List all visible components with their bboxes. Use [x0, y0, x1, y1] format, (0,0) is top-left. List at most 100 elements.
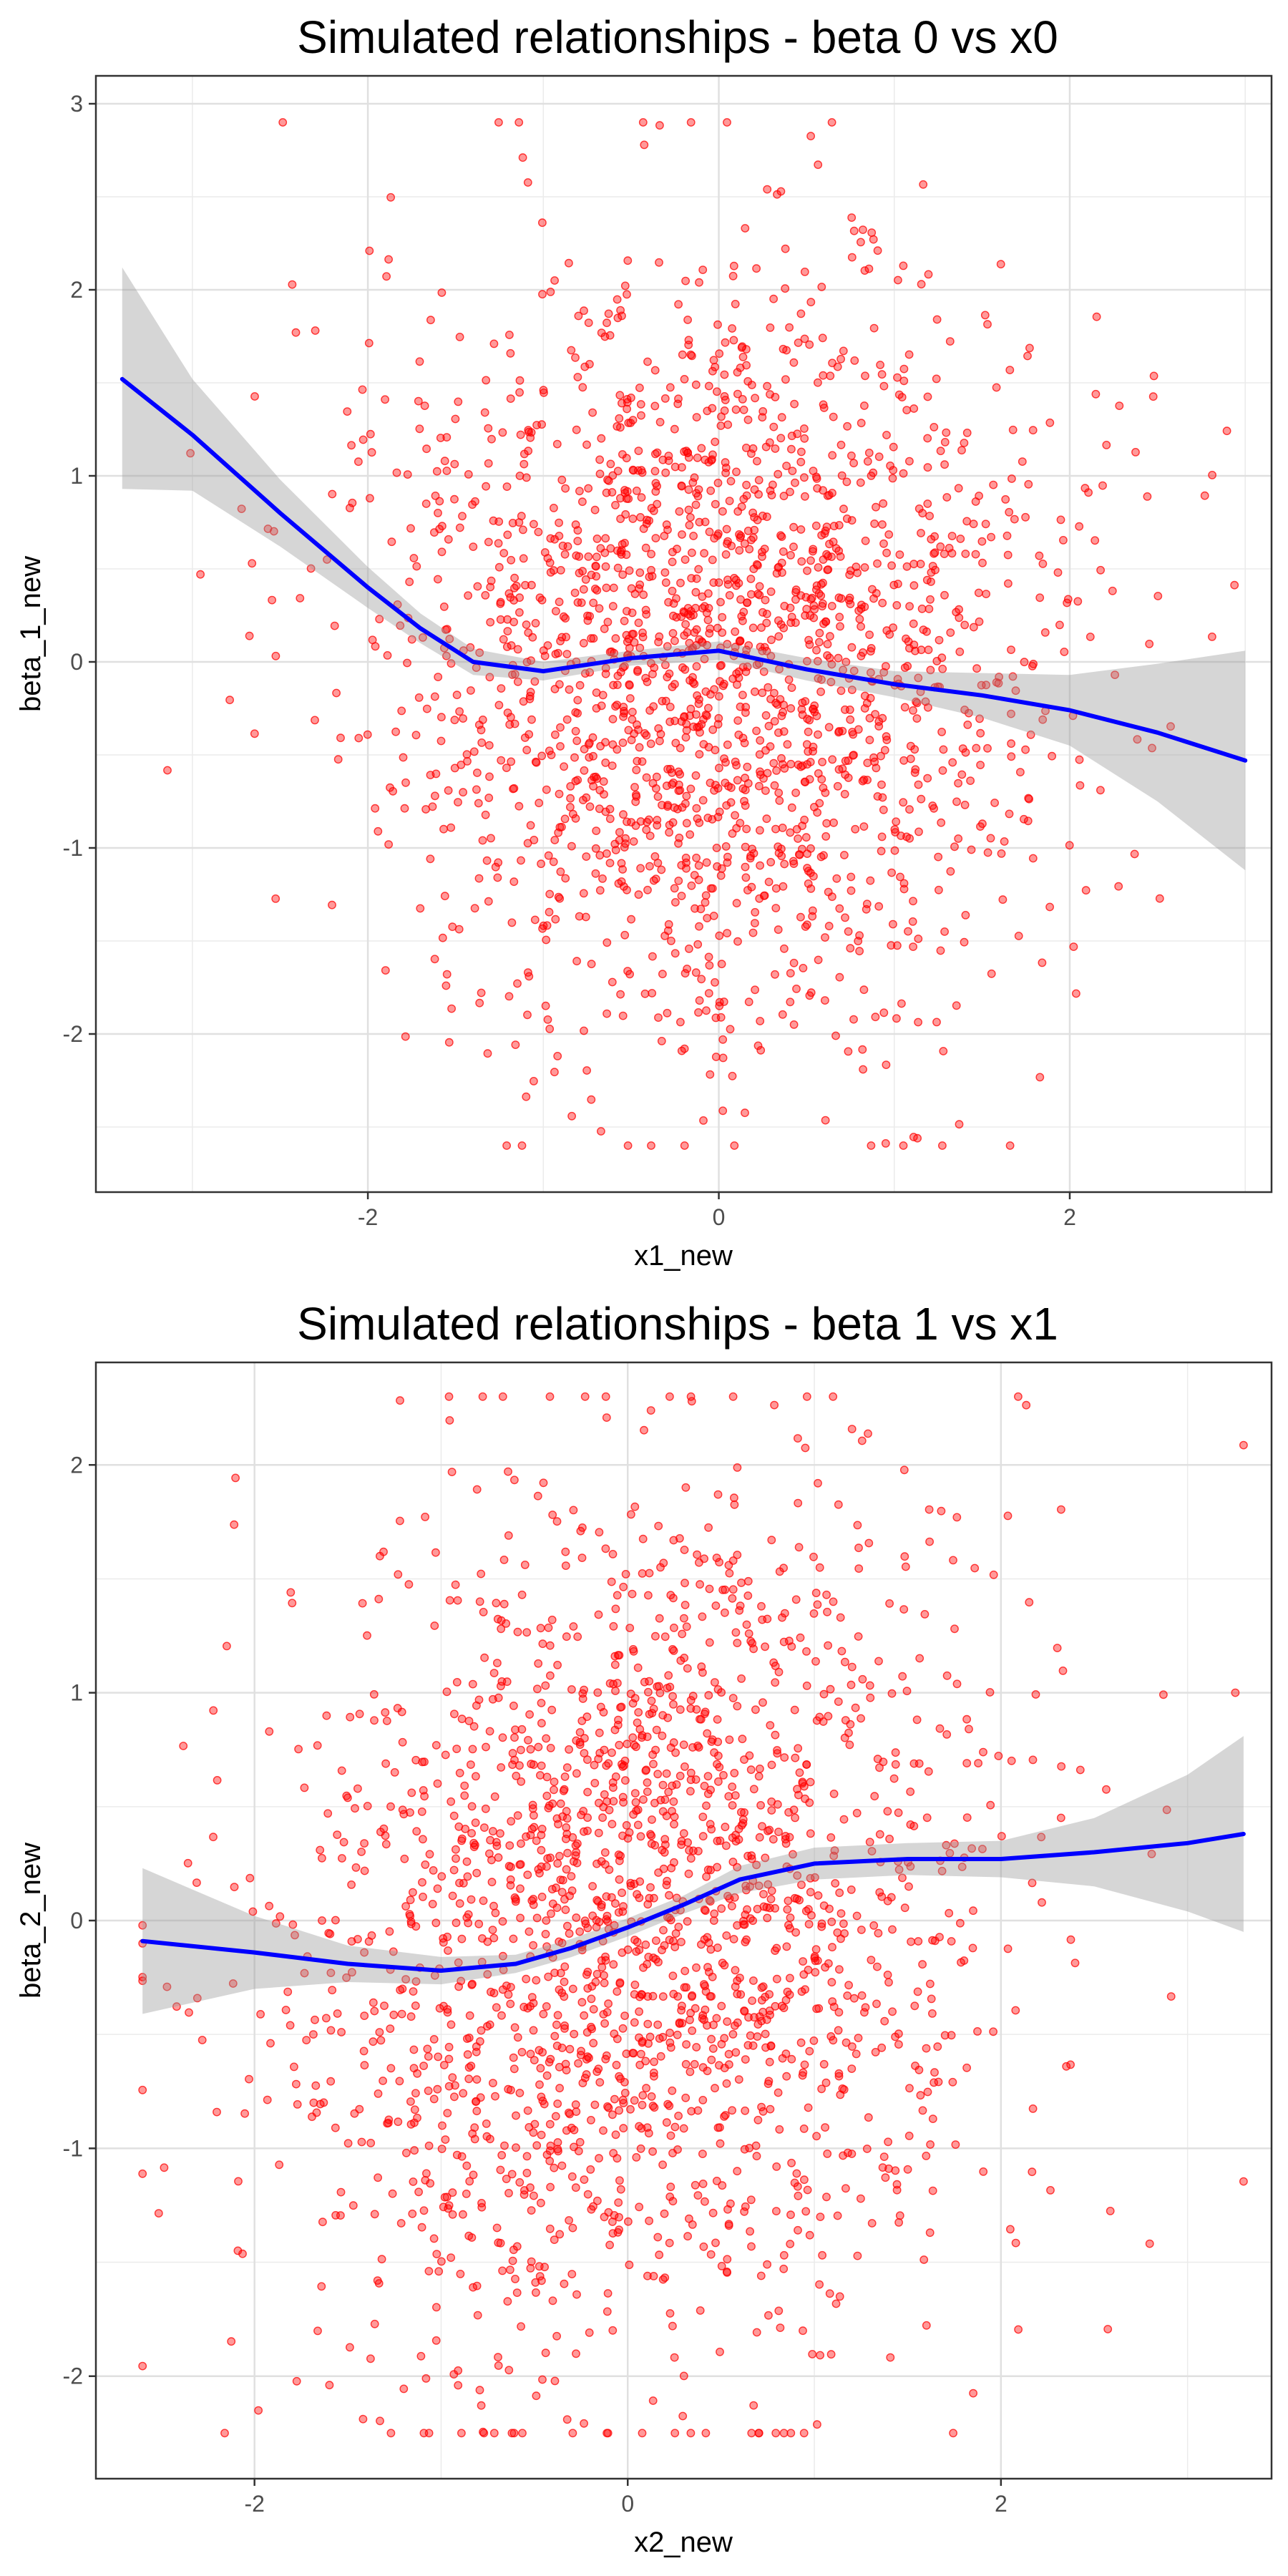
scatter-point [610, 2094, 619, 2104]
scatter-point [670, 1623, 678, 1632]
scatter-point [457, 1934, 467, 1943]
scatter-point [1200, 491, 1209, 500]
scatter-point [805, 775, 814, 784]
scatter-point [714, 1777, 723, 1786]
scatter-point [318, 1916, 326, 1925]
scatter-point [800, 434, 809, 443]
y-tick-label: 1 [70, 1680, 83, 1706]
scatter-point [584, 318, 593, 327]
scatter-point [1111, 670, 1120, 679]
scatter-point [1045, 902, 1055, 912]
scatter-point [546, 287, 555, 296]
scatter-point [358, 435, 368, 444]
scatter-point [337, 1854, 346, 1863]
scatter-point [455, 1899, 464, 1908]
scatter-point [467, 1980, 477, 1989]
scatter-point [516, 1913, 525, 1923]
scatter-point [872, 1999, 881, 2009]
scatter-point [723, 118, 731, 127]
scatter-point [644, 1687, 653, 1697]
scatter-point [472, 1868, 482, 1878]
scatter-point [701, 517, 710, 527]
scatter-point [587, 960, 596, 969]
scatter-point [682, 1622, 691, 1631]
scatter-point [862, 698, 872, 708]
scatter-point [867, 228, 877, 237]
scatter-point [704, 952, 713, 962]
scatter-point [571, 708, 580, 717]
scatter-point [888, 474, 897, 483]
scatter-point [598, 1813, 607, 1823]
scatter-point [482, 1742, 490, 1752]
scatter-point [831, 1031, 840, 1040]
scatter-point [565, 2044, 575, 2054]
scatter-point [680, 1614, 688, 1623]
panel-beta-1-vs-x1: Simulated relationships - beta 1 vs x1 -… [15, 1298, 1273, 2558]
scatter-point [769, 294, 779, 303]
scatter-point [311, 2015, 319, 2024]
scatter-point [822, 819, 831, 828]
scatter-point [802, 1760, 811, 1769]
scatter-point [610, 1652, 620, 1661]
scatter-point [353, 457, 363, 467]
scatter-point [532, 2288, 540, 2297]
y-tick-label: 0 [70, 649, 83, 675]
scatter-point [608, 2326, 618, 2335]
scatter-point [1239, 1440, 1248, 1450]
scatter-point [496, 1829, 504, 1838]
scatter-point [1056, 1813, 1065, 1823]
scatter-point [865, 713, 874, 723]
scatter-point [455, 523, 464, 532]
scatter-point [892, 817, 901, 826]
scatter-point [739, 1920, 748, 1929]
scatter-point [833, 781, 842, 791]
scatter-point [714, 1751, 723, 1760]
scatter-point [660, 532, 669, 540]
scatter-point [494, 118, 503, 127]
scatter-point [472, 2042, 481, 2051]
scatter-point [632, 487, 641, 495]
scatter-point [917, 794, 926, 804]
scatter-point [419, 1835, 427, 1844]
scatter-point [542, 1791, 552, 1800]
scatter-point [471, 1818, 480, 1828]
scatter-point [429, 2234, 439, 2243]
scatter-point [698, 2150, 707, 2159]
scatter-point [894, 1865, 904, 1874]
scatter-point [758, 1822, 766, 1831]
scatter-point [411, 1755, 421, 1765]
scatter-point [502, 643, 512, 651]
scatter-point [614, 2198, 623, 2207]
scatter-point [604, 309, 613, 318]
scatter-point [1024, 479, 1033, 489]
scatter-point [591, 562, 600, 571]
scatter-point [839, 1919, 848, 1928]
scatter-point [572, 1769, 581, 1778]
scatter-point [318, 2218, 327, 2227]
scatter-point [402, 2148, 411, 2157]
scatter-point [575, 680, 585, 690]
scatter-point [680, 969, 690, 978]
scatter-point [648, 952, 657, 961]
scatter-point [1028, 1878, 1037, 1888]
scatter-point [702, 1872, 711, 1881]
scatter-point [591, 869, 600, 878]
scatter-point [763, 381, 772, 391]
scatter-point [899, 1141, 908, 1150]
scatter-point [398, 1984, 407, 1994]
scatter-point [847, 516, 857, 525]
scatter-point [756, 861, 765, 870]
scatter-point [883, 1970, 892, 1979]
scatter-point [694, 565, 703, 574]
scatter-point [726, 477, 736, 486]
scatter-point [892, 601, 902, 610]
scatter-point [535, 2080, 544, 2089]
scatter-point [408, 2209, 417, 2218]
scatter-point [405, 577, 414, 587]
scatter-point [680, 1762, 689, 1771]
scatter-point [653, 2020, 663, 2029]
scatter-point [447, 1004, 456, 1013]
scatter-point [555, 823, 565, 832]
scatter-point [477, 738, 487, 747]
scatter-point [889, 1774, 899, 1783]
